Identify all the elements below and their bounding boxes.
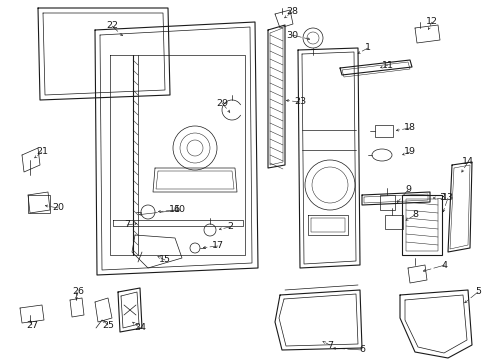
Text: 7: 7 [124,220,130,230]
Bar [379,195,394,210]
Text: 21: 21 [36,148,48,157]
Text: 20: 20 [52,203,64,212]
Text: 14: 14 [461,157,473,166]
Bar [401,195,441,255]
Text: 12: 12 [425,18,437,27]
Text: 26: 26 [72,288,84,297]
Text: 27: 27 [26,320,38,329]
Text: 19: 19 [403,148,415,157]
Text: 11: 11 [381,60,393,69]
Text: 10: 10 [174,206,185,215]
Text: 5: 5 [474,288,480,297]
Text: 30: 30 [285,31,298,40]
Text: 4: 4 [441,261,447,270]
Text: 15: 15 [159,256,171,265]
Text: 29: 29 [216,99,227,108]
Text: 13: 13 [441,193,453,202]
Bar [28,195,50,213]
Text: 16: 16 [169,206,181,215]
Text: 2: 2 [226,222,232,231]
Bar [405,199,437,251]
Text: 9: 9 [404,185,410,194]
Text: 17: 17 [212,242,224,251]
Text: 18: 18 [403,123,415,132]
Text: 3: 3 [438,193,444,202]
Text: 6: 6 [358,346,364,355]
Text: 25: 25 [102,320,114,329]
Text: 7: 7 [326,341,332,350]
Text: 22: 22 [106,22,118,31]
Text: 23: 23 [293,98,305,107]
Text: 8: 8 [411,211,417,220]
Bar [384,215,402,229]
Bar [374,125,392,137]
Text: 1: 1 [364,44,370,53]
Text: 28: 28 [285,8,297,17]
Text: 24: 24 [134,324,146,333]
